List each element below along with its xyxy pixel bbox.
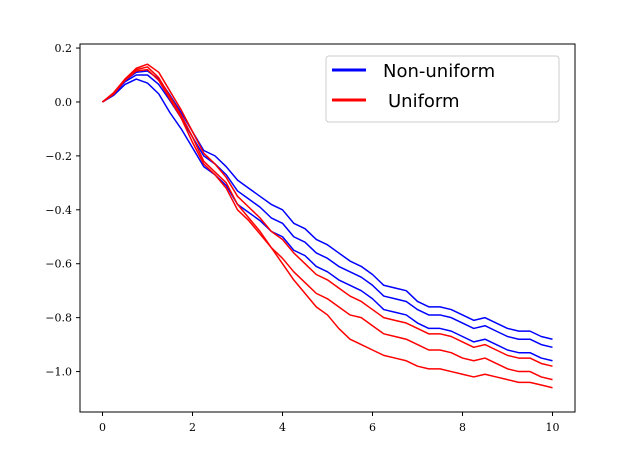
legend: Non-uniform Uniform [325, 55, 560, 123]
y-tick-label-6: −1.0 [45, 366, 72, 379]
y-tick-label-0: 0.2 [55, 42, 73, 55]
x-tick-label-10: 10 [546, 421, 560, 434]
x-tick-label-4: 4 [279, 421, 286, 434]
plot-frame [79, 43, 576, 413]
y-tick-label-1: 0.0 [55, 96, 73, 109]
x-tick-label-6: 6 [369, 421, 376, 434]
series-line-non-uniform-1 [102, 78, 553, 362]
x-tick-label-2: 2 [189, 421, 196, 434]
y-axis: 0.2 0.0 −0.2 −0.4 −0.6 −0.8 −1.0 [45, 42, 80, 379]
series-layer [102, 63, 553, 389]
legend-label-uniform: Uniform [388, 91, 460, 112]
series-line-uniform-4 [102, 68, 553, 381]
series-line-uniform-6 [102, 66, 553, 389]
x-tick-label-8: 8 [459, 421, 466, 434]
series-line-non-uniform-3 [102, 70, 553, 340]
legend-box [325, 55, 560, 123]
x-axis: 0 2 4 6 8 10 [99, 412, 560, 434]
legend-label-non-uniform: Non-uniform [383, 61, 495, 82]
y-tick-label-4: −0.6 [45, 258, 72, 271]
x-tick-label-0: 0 [99, 421, 106, 434]
y-tick-label-2: −0.2 [45, 150, 72, 163]
y-tick-label-3: −0.4 [45, 204, 72, 217]
series-line-uniform-5 [102, 63, 553, 367]
y-tick-label-5: −0.8 [45, 312, 72, 325]
